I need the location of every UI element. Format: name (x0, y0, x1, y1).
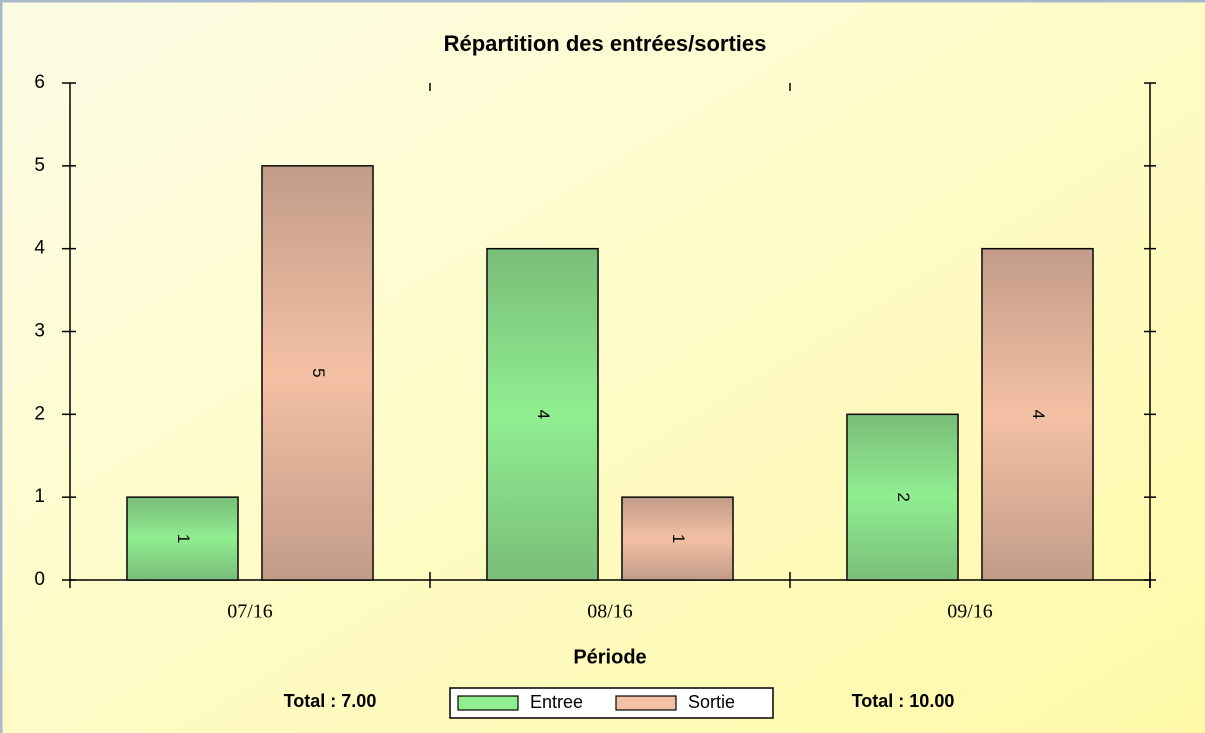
data-label: 1 (174, 534, 193, 543)
y-tick-label: 6 (34, 72, 45, 93)
y-tick-label: 4 (34, 238, 45, 259)
bar-shade (262, 165, 373, 581)
bar-shade (127, 497, 238, 580)
data-label: 4 (534, 410, 553, 419)
x-axis-label: Période (573, 646, 646, 668)
legend-swatch (615, 695, 677, 711)
y-tick-label: 0 (34, 569, 45, 590)
data-label: 4 (1029, 410, 1048, 419)
data-label: 2 (894, 492, 913, 501)
chart-title: Répartition des entrées/sorties (444, 31, 767, 56)
y-tick-label: 3 (34, 321, 45, 342)
total: Total : 10.00 (852, 691, 955, 711)
total: Total : 7.00 (284, 691, 377, 711)
bar-shade (982, 248, 1093, 580)
bar-shade (622, 497, 733, 580)
bar-shade (847, 414, 958, 580)
legend-label: Entree (530, 692, 583, 712)
x-tick-label: 09/16 (947, 601, 993, 623)
data-label: 5 (309, 368, 328, 377)
legend-swatch (457, 695, 519, 711)
bar-shade (487, 248, 598, 580)
y-tick-label: 1 (34, 486, 45, 507)
y-tick-label: 2 (34, 403, 45, 424)
x-tick-label: 08/16 (587, 601, 633, 623)
x-tick-label: 07/16 (227, 601, 273, 623)
data-label: 1 (669, 534, 688, 543)
legend-label: Sortie (688, 692, 735, 712)
y-tick-label: 5 (34, 155, 45, 176)
